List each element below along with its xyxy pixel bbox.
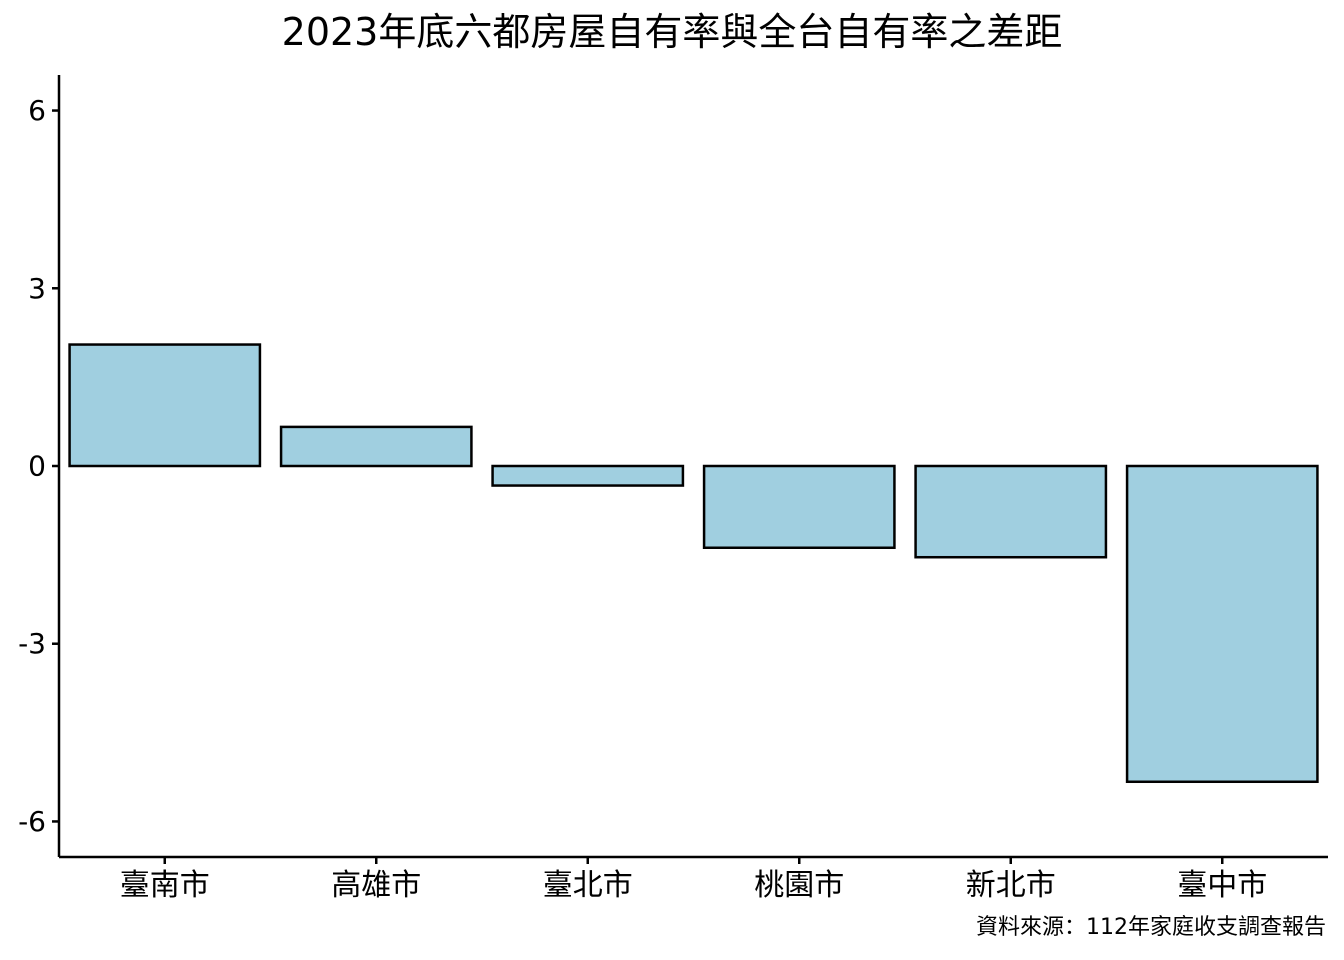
x-tick-label: 高雄市 — [331, 868, 421, 903]
bar-5 — [914, 464, 1108, 559]
x-tick-label: 臺北市 — [543, 868, 633, 903]
bar-1 — [68, 343, 262, 468]
y-tick-label: 6 — [28, 94, 46, 127]
y-tick-label: -6 — [18, 805, 46, 838]
bar-6 — [1125, 464, 1319, 784]
bar-2 — [279, 425, 473, 468]
y-tick-label: 0 — [28, 450, 46, 483]
bar-3 — [491, 464, 685, 487]
x-axis-ticks: 臺南市 高雄市 臺北市 桃園市 新北市 臺中市 — [120, 857, 1267, 903]
y-axis-ticks: -6 -3 0 3 6 — [18, 94, 59, 838]
chart-source-caption: 資料來源：112年家庭收支調查報告 — [976, 915, 1326, 940]
x-tick-label: 新北市 — [966, 868, 1056, 903]
x-tick-label: 臺中市 — [1177, 868, 1267, 903]
y-tick-label: 3 — [28, 272, 46, 305]
bar-4 — [702, 464, 896, 549]
chart-title: 2023年底六都房屋自有率與全台自有率之差距 — [281, 10, 1063, 54]
x-tick-label: 桃園市 — [754, 868, 844, 903]
bars-layer — [68, 343, 1319, 784]
y-tick-label: -3 — [18, 627, 46, 660]
x-tick-label: 臺南市 — [120, 868, 210, 903]
